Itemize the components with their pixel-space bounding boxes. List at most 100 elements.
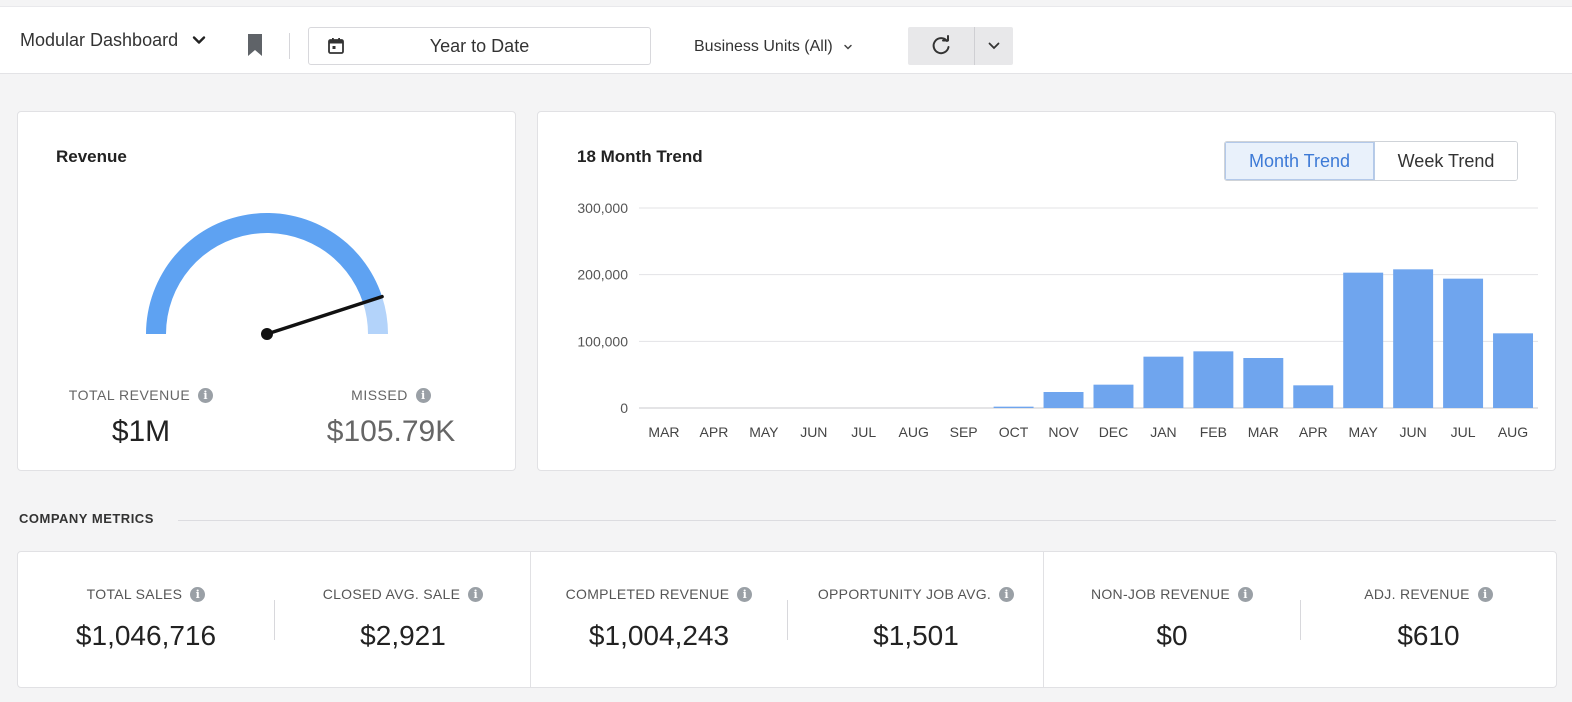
x-tick-label: JUL [851,424,876,440]
x-tick-label: MAR [1248,424,1279,440]
bar-may-14 [1343,272,1384,408]
bar-apr-13 [1293,385,1334,408]
total-revenue-metric: TOTAL REVENUE i $1M [56,387,226,449]
info-icon[interactable]: i [1238,586,1254,602]
x-tick-label: MAR [648,424,679,440]
bar-jul-16 [1443,278,1484,408]
x-tick-label: MAY [749,424,779,440]
metric-value: $1,501 [873,620,959,651]
x-tick-label: JUL [1451,424,1476,440]
metric-value: $2,921 [360,620,446,651]
refresh-button[interactable] [908,27,975,65]
y-tick-label: 100,000 [577,333,628,349]
metric-label: COMPLETED REVENUE [565,586,730,602]
bar-aug-17 [1493,333,1534,408]
gauge-remaining-arc [363,296,388,334]
date-range-picker[interactable]: Year to Date [308,27,651,65]
x-tick-label: FEB [1200,424,1227,440]
bar-oct-7 [993,406,1034,408]
refresh-button-group [908,27,1013,65]
x-tick-label: AUG [1498,424,1528,440]
x-tick-label: NOV [1048,424,1079,440]
x-tick-label: JUN [1400,424,1427,440]
metrics-group-revenue: COMPLETED REVENUE i $1,004,243 OPPORTUNIT… [531,552,1044,687]
metrics-group-sales: TOTAL SALES i $1,046,716 CLOSED AVG. SALE… [18,552,531,687]
missed-revenue-metric: MISSED i $105.79K [306,387,476,449]
missed-label: MISSED [351,387,408,403]
dashboard-selector-label: Modular Dashboard [20,29,179,50]
gauge-pivot [261,328,273,340]
metric-value: $0 [1156,620,1188,651]
metric-divider [1300,600,1301,640]
trend-bar-chart: 0 100,000 200,000 300,000 MAR APR MAY JUN JUL AUG… [577,200,1538,440]
metric-value: $1,046,716 [75,620,217,651]
metric-adj-revenue: ADJ. REVENUE i $610 [1301,552,1556,687]
metric-value: $610 [1397,620,1460,651]
week-trend-button[interactable]: Week Trend [1375,142,1517,180]
metric-divider [787,600,788,640]
metric-completed-revenue: COMPLETED REVENUE i $1,004,243 [531,552,787,687]
x-tick-label: OCT [999,424,1029,440]
chevron-down-icon [843,44,852,50]
x-tick-label: JAN [1150,424,1176,440]
bar-jun-15 [1393,269,1434,408]
bar-mar-12 [1243,358,1284,408]
missed-value: $105.79K [326,415,456,448]
calendar-icon [328,38,344,54]
metric-value: $1,004,243 [588,620,730,651]
revenue-card: Revenue TOTAL REVENUE i $1M MISSED i $10… [17,111,516,471]
x-tick-label: SEP [950,424,978,440]
revenue-title: Revenue [56,147,127,166]
info-icon[interactable]: i [415,387,431,403]
x-tick-label: APR [1299,424,1328,440]
gauge-filled-arc [146,212,383,334]
x-tick-label: MAY [1349,424,1379,440]
metric-opportunity-job-avg: OPPORTUNITY JOB AVG. i $1,501 [788,552,1044,687]
toolbar-divider [289,33,290,59]
business-units-label: Business Units (All) [694,38,833,55]
info-icon[interactable]: i [737,586,753,602]
metric-label: NON-JOB REVENUE [1090,586,1231,602]
bar-nov-8 [1043,392,1084,408]
total-revenue-label: TOTAL REVENUE [68,387,191,403]
bookmark-icon[interactable] [246,33,264,57]
info-icon[interactable]: i [468,586,484,602]
metric-label: OPPORTUNITY JOB AVG. [817,586,992,602]
metric-label: ADJ. REVENUE [1364,586,1470,602]
x-tick-label: DEC [1099,424,1129,440]
metric-total-sales: TOTAL SALES i $1,046,716 [18,552,274,687]
chevron-down-icon [192,36,206,44]
info-icon[interactable]: i [999,586,1015,602]
refresh-icon [932,35,950,55]
gauge-needle [265,294,384,336]
company-metrics-title: COMPANY METRICS [19,511,154,526]
revenue-gauge [146,212,388,340]
trend-card: 18 Month Trend Month Trend Week Trend 0 1… [537,111,1556,471]
section-divider [178,520,1556,521]
business-units-dropdown[interactable]: Business Units (All) [694,33,853,61]
bar-jan-10 [1143,356,1184,408]
dashboard-selector[interactable]: Modular Dashboard [20,23,208,57]
metrics-group-adjustments: NON-JOB REVENUE i $0 ADJ. REVENUE i $610 [1044,552,1556,687]
month-trend-button[interactable]: Month Trend [1225,142,1375,180]
y-tick-label: 0 [620,400,628,416]
trend-toggle: Month Trend Week Trend [1224,141,1518,181]
y-tick-label: 300,000 [577,200,628,216]
bar-feb-11 [1193,351,1234,408]
info-icon[interactable]: i [190,586,206,602]
x-tick-label: AUG [899,424,929,440]
top-toolbar: Modular Dashboard Year to Date Business … [0,6,1572,74]
x-tick-label: JUN [800,424,827,440]
metric-label: TOTAL SALES [86,586,183,602]
metric-closed-avg-sale: CLOSED AVG. SALE i $2,921 [275,552,531,687]
x-tick-label: APR [700,424,729,440]
info-icon[interactable]: i [1477,586,1493,602]
refresh-options-dropdown[interactable] [975,27,1013,65]
metric-non-job-revenue: NON-JOB REVENUE i $0 [1044,552,1300,687]
trend-title: 18 Month Trend [577,147,703,166]
info-icon[interactable]: i [198,387,214,403]
y-tick-label: 200,000 [577,267,628,283]
chevron-down-icon [988,42,1000,50]
metric-label: CLOSED AVG. SALE [322,586,461,602]
metric-divider [274,600,275,640]
